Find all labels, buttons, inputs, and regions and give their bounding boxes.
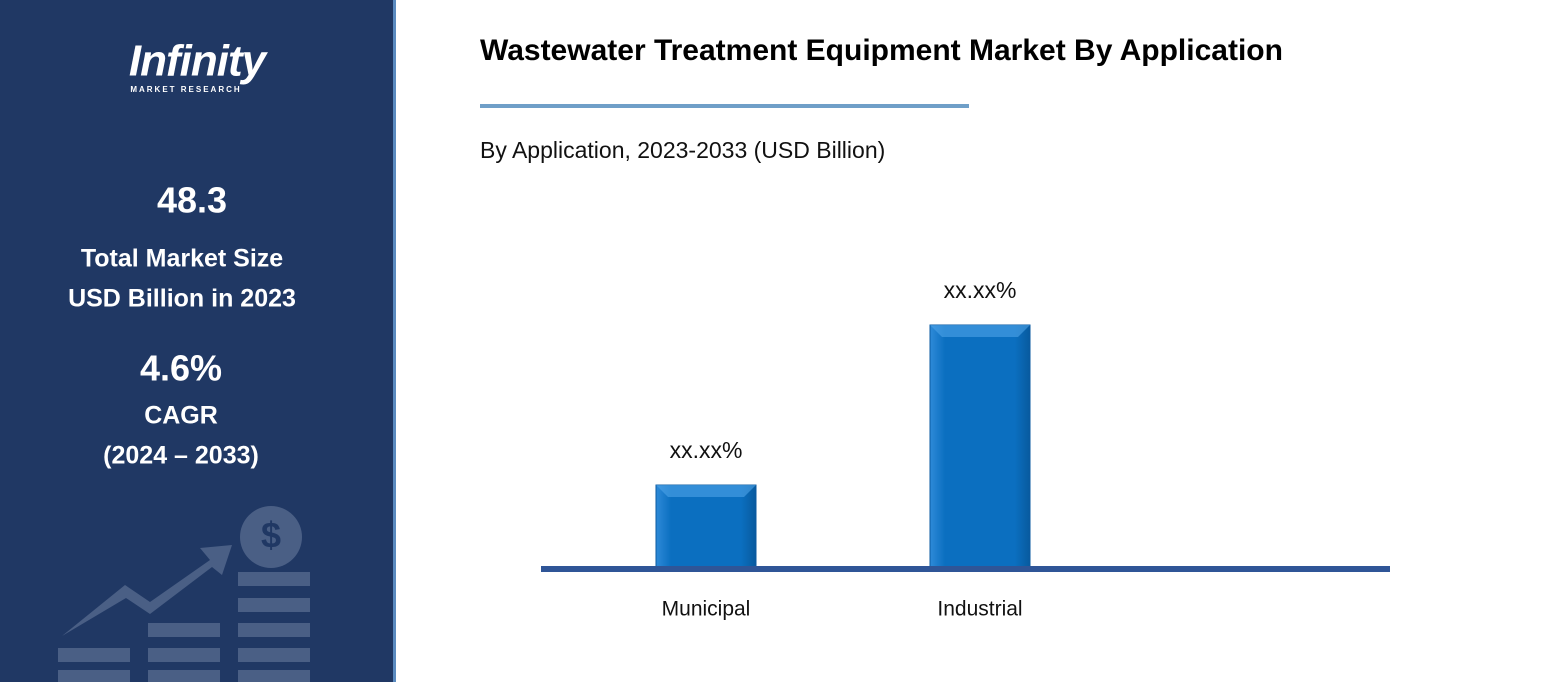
cagr-period: (2024 – 2033) xyxy=(103,442,259,470)
x-axis xyxy=(541,566,1390,572)
market-size-label: USD Billion in 2023 xyxy=(68,285,296,313)
sidebar-border xyxy=(393,0,396,682)
bar xyxy=(655,484,757,568)
market-size: 48.3 xyxy=(157,180,227,221)
x-tick-label: Municipal xyxy=(662,598,751,621)
title-underline xyxy=(480,104,969,108)
market-size-label: Total Market Size xyxy=(81,245,283,273)
cagr-label: CAGR xyxy=(144,402,218,430)
data-label: xx.xx% xyxy=(670,437,743,463)
logo: Infinity MARKET RESEARCH xyxy=(129,37,270,94)
bar-bevel xyxy=(656,485,756,498)
svg-text:$: $ xyxy=(261,515,281,556)
sidebar xyxy=(0,0,393,682)
cagr: 4.6% xyxy=(140,348,222,389)
bar xyxy=(929,324,1031,568)
chart-subtitle: By Application, 2023-2033 (USD Billion) xyxy=(480,137,885,163)
bar-bevel xyxy=(930,325,1030,337)
data-label: xx.xx% xyxy=(944,277,1017,303)
logo-text: Infinity xyxy=(129,37,269,86)
x-tick-label: Industrial xyxy=(937,598,1022,621)
logo-subtext: MARKET RESEARCH xyxy=(130,85,241,94)
growth-icon: $ xyxy=(58,506,310,682)
chart-title: Wastewater Treatment Equipment Market By… xyxy=(480,34,1283,67)
